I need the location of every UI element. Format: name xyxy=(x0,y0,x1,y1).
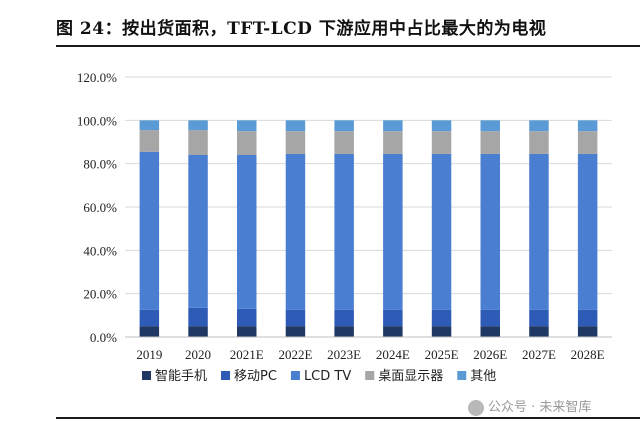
bar-segment xyxy=(480,153,500,310)
bar-segment xyxy=(188,130,208,155)
legend-label: 桌面显示器 xyxy=(378,369,443,384)
bar-segment xyxy=(431,120,452,132)
bar-segment xyxy=(139,130,160,152)
bar-segment xyxy=(285,326,306,337)
wechat-icon xyxy=(468,399,484,416)
bar-segment xyxy=(285,131,306,154)
y-tick-label: 80.0% xyxy=(83,157,117,172)
bar-segment xyxy=(383,120,403,132)
bar-segment xyxy=(577,120,598,132)
legend-label: LCD TV xyxy=(304,369,351,384)
x-tick-label: 2021E xyxy=(230,347,264,362)
bar-segment xyxy=(383,309,403,327)
bar-segment xyxy=(480,120,500,132)
bar-segment xyxy=(383,326,403,337)
x-tick-label: 2022E xyxy=(278,347,312,362)
bar-segment xyxy=(529,131,549,154)
watermark: 公众号 · 未来智库 xyxy=(468,396,591,416)
bar-segment xyxy=(480,131,500,154)
bar-segment xyxy=(237,308,257,327)
bottom-rule xyxy=(56,417,640,419)
bar-segment xyxy=(188,155,208,308)
bar-segment xyxy=(139,120,160,131)
bars xyxy=(139,120,598,337)
x-tick-label: 2024E xyxy=(376,347,410,362)
y-tick-label: 100.0% xyxy=(77,113,117,128)
bar-segment xyxy=(139,326,160,337)
legend-swatch xyxy=(457,371,467,380)
bar-segment xyxy=(529,120,549,132)
bar-segment xyxy=(188,307,208,327)
legend-swatch xyxy=(142,371,151,380)
bar-segment xyxy=(285,309,306,327)
legend-swatch xyxy=(221,371,231,380)
bar-segment xyxy=(431,326,452,337)
bar-segment xyxy=(237,131,257,155)
x-tick-label: 2023E xyxy=(327,347,361,362)
y-tick-label: 60.0% xyxy=(83,200,117,215)
x-tick-label: 2025E xyxy=(425,347,459,362)
bar-segment xyxy=(188,120,208,131)
bar-segment xyxy=(237,155,257,309)
title-rule xyxy=(56,45,640,47)
bar-segment xyxy=(334,309,354,327)
bar-segment xyxy=(285,120,306,132)
bar-segment xyxy=(334,120,354,132)
y-tick-label: 120.0% xyxy=(77,70,117,85)
x-tick-label: 2027E xyxy=(522,347,556,362)
bar-segment xyxy=(577,131,598,154)
legend-label: 智能手机 xyxy=(155,369,207,384)
legend-swatch xyxy=(365,371,375,380)
bar-segment xyxy=(577,326,598,337)
bar-segment xyxy=(334,153,354,310)
y-tick-label: 40.0% xyxy=(83,243,117,258)
y-tick-label: 0.0% xyxy=(90,330,117,345)
legend-label: 其他 xyxy=(470,369,496,384)
bar-segment xyxy=(480,309,500,327)
bar-segment xyxy=(334,131,354,154)
x-tick-label: 2020 xyxy=(185,347,211,362)
bar-segment xyxy=(529,153,549,310)
legend-swatch xyxy=(290,371,300,380)
bar-segment xyxy=(577,153,598,310)
bar-segment xyxy=(529,309,549,327)
bar-segment xyxy=(188,326,208,337)
bar-segment xyxy=(139,151,160,310)
y-tick-label: 20.0% xyxy=(83,287,117,302)
bar-segment xyxy=(383,131,403,154)
bar-segment xyxy=(334,326,354,337)
watermark-text: 公众号 · 未来智库 xyxy=(488,400,592,415)
bar-segment xyxy=(431,153,452,310)
bar-segment xyxy=(139,309,160,327)
x-axis-ticks: 2019 2020 2021E 2022E 2023E 2024E 2025E 2026E 20… xyxy=(136,347,604,362)
bar-segment xyxy=(577,309,598,327)
bar-segment xyxy=(431,131,452,154)
bar-segment xyxy=(285,153,306,310)
bar-segment xyxy=(480,326,500,337)
bar-segment xyxy=(529,326,549,337)
bar-segment xyxy=(383,153,403,310)
x-tick-label: 2028E xyxy=(571,347,605,362)
y-axis-ticks: 0.0% 20.0% 40.0% 60.0% 80.0% 100.0% 120.0% xyxy=(77,70,117,345)
x-tick-label: 2026E xyxy=(473,347,507,362)
bar-segment xyxy=(431,309,452,327)
legend-label: 移动PC xyxy=(234,369,277,384)
page-title: 图 24：按出货面积，TFT-LCD 下游应用中占比最大的为电视 xyxy=(56,19,547,39)
legend: 智能手机 移动PC LCD TV 桌面显示器 其他 xyxy=(142,369,496,384)
bar-segment xyxy=(237,120,257,132)
x-tick-label: 2019 xyxy=(136,347,162,362)
bar-segment xyxy=(237,326,257,337)
